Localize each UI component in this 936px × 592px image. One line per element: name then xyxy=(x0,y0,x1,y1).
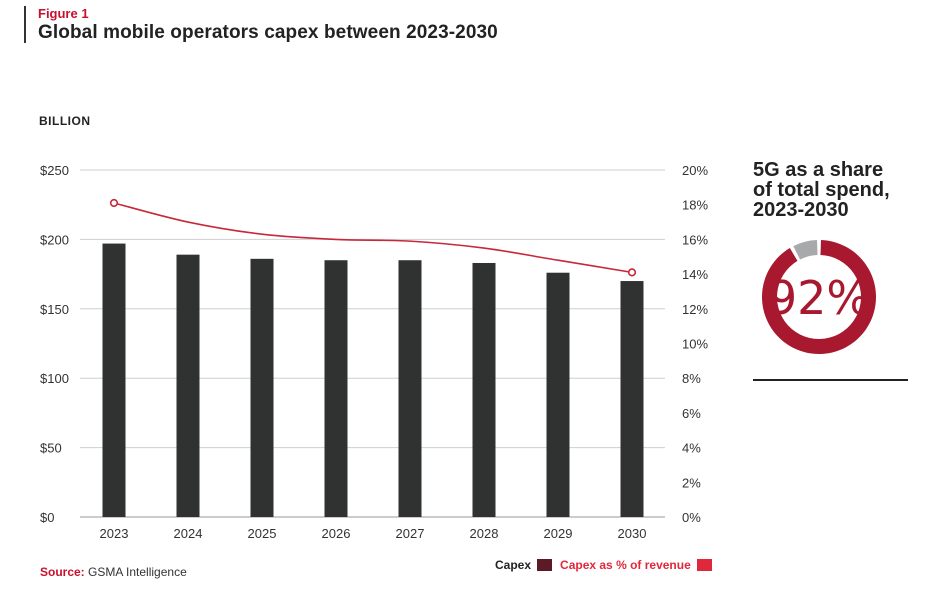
capex-pct-line xyxy=(109,198,637,277)
x-tick-label: 2027 xyxy=(396,526,425,541)
side-title-line-2: of total spend, xyxy=(753,179,890,201)
x-axis-ticks: 2023 2024 2025 2026 2027 2028 2029 2030 xyxy=(100,526,647,541)
legend-capex-label: Capex xyxy=(495,558,532,572)
legend-pct-label: Capex as % of revenue xyxy=(560,558,691,572)
x-tick-label: 2028 xyxy=(470,526,499,541)
capex-bars xyxy=(102,243,644,517)
capex-bar xyxy=(102,243,126,517)
capex-bar xyxy=(250,258,274,517)
capex-pct-line-path xyxy=(113,202,633,274)
donut-value-label: 92% xyxy=(768,271,870,325)
y-tick-label: $250 xyxy=(40,163,69,178)
x-tick-label: 2030 xyxy=(618,526,647,541)
x-tick-label: 2026 xyxy=(322,526,351,541)
chart-title: Global mobile operators capex between 20… xyxy=(38,22,498,43)
line-endpoint-marker xyxy=(627,268,637,277)
y2-tick-label: 8% xyxy=(682,371,701,386)
line-endpoint-marker xyxy=(109,198,119,208)
y2-tick-label: 12% xyxy=(682,302,708,317)
y2-tick-label: 16% xyxy=(682,232,708,247)
capex-bar xyxy=(472,262,496,517)
y-tick-label: $100 xyxy=(40,371,69,386)
y2-tick-label: 0% xyxy=(682,510,701,525)
capex-bar xyxy=(546,272,570,517)
source-text: GSMA Intelligence xyxy=(88,565,187,579)
source-note: Source: GSMA Intelligence xyxy=(40,565,187,579)
y2-tick-label: 10% xyxy=(682,337,708,352)
figure-label: Figure 1 xyxy=(38,6,89,21)
x-tick-label: 2023 xyxy=(100,526,129,541)
y2-tick-label: 2% xyxy=(682,475,701,490)
left-axis-ticks: $0 $50 $100 $150 $200 $250 xyxy=(40,163,69,525)
capex-bar xyxy=(324,260,348,517)
source-key: Source: xyxy=(40,565,85,579)
y-tick-label: $150 xyxy=(40,302,69,317)
y2-tick-label: 4% xyxy=(682,441,701,456)
y2-tick-label: 18% xyxy=(682,198,708,213)
y-tick-label: $50 xyxy=(40,441,62,456)
grid-lines xyxy=(80,169,665,518)
y-tick-label: $0 xyxy=(40,510,54,525)
capex-bar xyxy=(620,281,644,517)
y2-tick-label: 20% xyxy=(682,163,708,178)
right-axis-ticks: 0% 2% 4% 6% 8% 10% 12% 14% 16% 18% 20% xyxy=(682,163,708,525)
side-title-line-3: 2023-2030 xyxy=(753,199,849,221)
side-title-line-1: 5G as a share xyxy=(753,159,884,181)
y2-tick-label: 14% xyxy=(682,267,708,282)
legend: Capex Capex as % of revenue xyxy=(495,558,720,572)
capex-bar xyxy=(176,254,200,517)
5g-share-donut: 92% xyxy=(762,240,876,354)
side-panel-title: 5G as a share of total spend, 2023-2030 xyxy=(753,160,923,220)
x-tick-label: 2025 xyxy=(248,526,277,541)
x-tick-label: 2029 xyxy=(544,526,573,541)
y2-tick-label: 6% xyxy=(682,406,701,421)
y-axis-unit-label: BILLION xyxy=(39,114,91,128)
donut-other-segment xyxy=(793,240,818,260)
legend-capex-swatch xyxy=(537,559,553,571)
legend-pct-swatch xyxy=(696,559,712,571)
x-tick-label: 2024 xyxy=(174,526,203,541)
side-panel-divider xyxy=(753,379,908,381)
y-tick-label: $200 xyxy=(40,232,69,247)
capex-bar xyxy=(398,260,422,517)
header-accent-bar xyxy=(24,6,26,43)
